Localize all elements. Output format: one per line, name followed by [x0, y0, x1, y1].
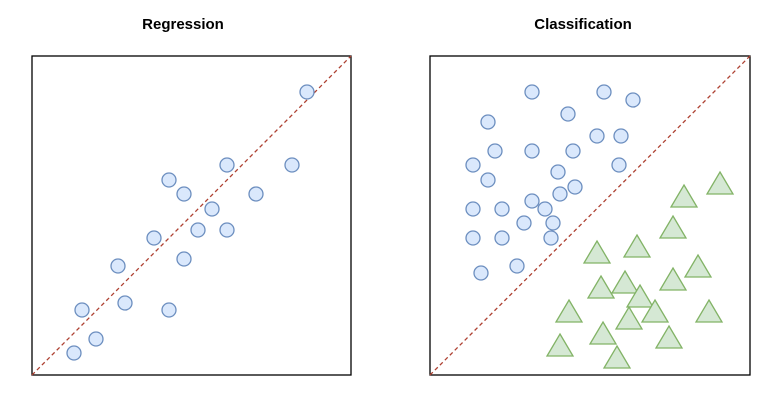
regression-point: [176, 186, 192, 202]
regression-point: [146, 230, 162, 246]
class-a-point: [537, 201, 553, 217]
class-b-point: [654, 324, 684, 349]
class-a-point: [560, 106, 576, 122]
class-b-point: [602, 344, 632, 369]
class-b-point: [545, 332, 575, 357]
class-b-point: [554, 298, 584, 323]
class-b-point: [640, 298, 670, 323]
class-b-point: [610, 269, 640, 294]
regression-point: [219, 157, 235, 173]
regression-line: [31, 55, 352, 376]
regression-point: [248, 186, 264, 202]
class-a-point: [543, 230, 559, 246]
class-b-point: [683, 253, 713, 278]
class-a-point: [524, 84, 540, 100]
class-a-point: [494, 230, 510, 246]
class-b-point: [694, 298, 724, 323]
regression-point: [117, 295, 133, 311]
regression-point: [74, 302, 90, 318]
class-b-point: [658, 214, 688, 239]
class-a-point: [473, 265, 489, 281]
regression-title: Regression: [142, 16, 224, 33]
class-a-point: [465, 230, 481, 246]
class-b-point: [588, 320, 618, 345]
classification-title: Classification: [534, 16, 632, 33]
class-a-points: [465, 84, 641, 281]
class-a-point: [552, 186, 568, 202]
class-a-point: [509, 258, 525, 274]
class-a-point: [516, 215, 532, 231]
class-a-point: [613, 128, 629, 144]
class-a-point: [567, 179, 583, 195]
class-b-point: [705, 170, 735, 195]
regression-point: [219, 222, 235, 238]
regression-point: [204, 201, 220, 217]
regression-points: [66, 84, 315, 361]
class-a-point: [550, 164, 566, 180]
class-b-point: [625, 283, 655, 308]
regression-point: [190, 222, 206, 238]
regression-point: [161, 172, 177, 188]
class-a-point: [487, 143, 503, 159]
regression-point: [161, 302, 177, 318]
class-a-point: [480, 114, 496, 130]
class-a-point: [494, 201, 510, 217]
regression-point: [88, 331, 104, 347]
class-a-point: [625, 92, 641, 108]
decision-boundary: [429, 55, 751, 376]
class-a-point: [545, 215, 561, 231]
regression-point: [66, 345, 82, 361]
regression-point: [299, 84, 315, 100]
regression-point: [176, 251, 192, 267]
class-a-point: [524, 193, 540, 209]
class-b-points: [545, 170, 735, 369]
class-a-point: [611, 157, 627, 173]
class-a-point: [465, 201, 481, 217]
class-b-point: [586, 274, 616, 299]
class-a-point: [565, 143, 581, 159]
class-b-point: [614, 305, 644, 330]
class-b-point: [658, 266, 688, 291]
class-b-point: [582, 239, 612, 264]
regression-point: [110, 258, 126, 274]
class-a-point: [596, 84, 612, 100]
class-a-point: [465, 157, 481, 173]
class-b-point: [622, 233, 652, 258]
class-b-point: [669, 183, 699, 208]
class-a-point: [524, 143, 540, 159]
class-a-point: [589, 128, 605, 144]
regression-point: [284, 157, 300, 173]
class-a-point: [480, 172, 496, 188]
